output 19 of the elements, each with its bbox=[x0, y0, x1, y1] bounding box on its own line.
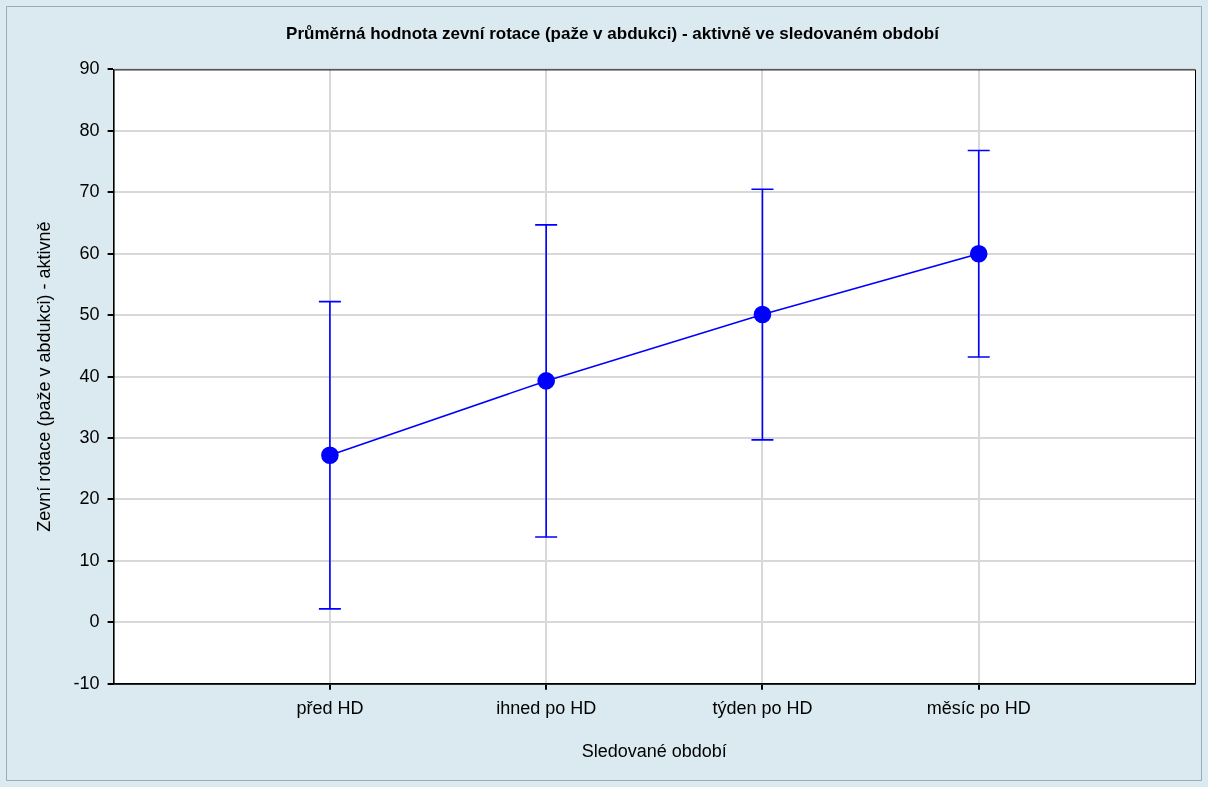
y-tick-label: 20 bbox=[79, 488, 100, 509]
x-tick-label: měsíc po HD bbox=[926, 697, 1031, 718]
y-tick-label: -10 bbox=[73, 672, 100, 693]
y-tick-label: 70 bbox=[79, 181, 100, 202]
y-tick-label: 90 bbox=[79, 58, 100, 79]
y-tick-label: 80 bbox=[79, 119, 100, 140]
y-tick-label: 10 bbox=[79, 549, 100, 570]
point bbox=[753, 305, 772, 324]
chart-title: Průměrná hodnota zevní rotace (paže v abdukci) - aktivně ve sledovaném období bbox=[286, 23, 941, 43]
y-tick-label: 30 bbox=[79, 427, 100, 448]
x-axis-title: Sledované období bbox=[581, 741, 727, 762]
y-axis-title: Zevní rotace (paže v abdukci) - aktivně bbox=[33, 221, 54, 532]
y-tick-label: 50 bbox=[79, 304, 100, 325]
y-tick-label: 40 bbox=[79, 365, 100, 386]
x-tick-label: ihned po HD bbox=[496, 697, 597, 718]
x-tick-label: před HD bbox=[296, 697, 364, 718]
y-tick-label: 0 bbox=[89, 611, 100, 632]
y-tick-label: 60 bbox=[79, 242, 100, 263]
x-tick-label: týden po HD bbox=[712, 697, 813, 718]
